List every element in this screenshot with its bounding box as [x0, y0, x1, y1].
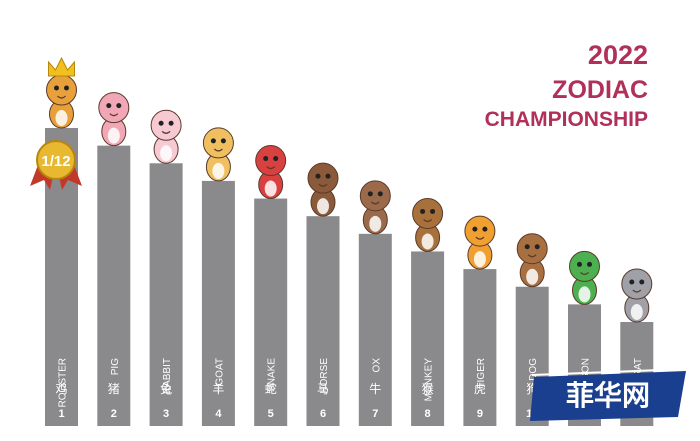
mascot-pig-icon [98, 92, 130, 147]
mascot-rat-icon [621, 268, 653, 323]
mascot-rabbit-icon [150, 109, 182, 164]
bar-label-dog: DOG [528, 358, 539, 381]
bar-label-rat: RAT [633, 358, 644, 377]
mascot-snake-icon [255, 145, 287, 200]
bar-label-zh: 牛 [369, 381, 381, 396]
medal-icon [36, 140, 76, 180]
mascot-rooster-icon [46, 74, 77, 129]
bar-label-zh: 虎 [474, 382, 486, 396]
rank-number: 5 [268, 408, 274, 420]
bar-label-pig: PIG [110, 358, 121, 375]
bar-label-rooster: ROOSTER [58, 358, 69, 407]
mascot-monkey-icon [412, 197, 444, 252]
bar-label-zh: 猪 [108, 382, 120, 396]
mascot-horse-icon [307, 162, 339, 217]
bar-pig [97, 145, 131, 427]
bar-rabbit [149, 163, 183, 427]
gold-medal-badge: 1/12 [30, 140, 82, 190]
bar-label-goat: GOAT [214, 358, 225, 386]
mascot-dragon-icon [569, 250, 600, 305]
title-championship: CHAMPIONSHIP [484, 108, 648, 131]
watermark-bg-icon [530, 371, 686, 421]
bar-label-zh: 马 [317, 382, 329, 396]
bar-label-zh: 蛇 [265, 381, 277, 396]
crown-icon [48, 56, 75, 77]
medal-text: 1/12 [41, 153, 70, 170]
bar-label-rabbit: RABBIT [162, 358, 173, 394]
bar-label-zh: 羊 [212, 381, 224, 396]
rank-number: 3 [163, 408, 169, 420]
rank-number: 6 [320, 408, 326, 420]
rank-number: 9 [477, 408, 483, 420]
title-year: 2022 [587, 40, 648, 70]
mascot-ox-icon [359, 180, 391, 235]
bar-label-zh: 鸡 [55, 381, 67, 396]
bar-label-tiger: TIGER [476, 358, 487, 389]
bar-label-horse: HORSE [319, 358, 330, 394]
bar-label-zh: 猴 [422, 382, 434, 396]
mascot-goat-icon [202, 127, 234, 182]
rank-number: 4 [215, 408, 222, 420]
bar-horse [306, 216, 340, 426]
bar-ox [358, 233, 392, 426]
bar-label-monkey: MONKEY [424, 358, 435, 402]
rank-number: 8 [425, 408, 431, 420]
mascots-group [46, 56, 653, 323]
bar-tiger [463, 269, 497, 426]
bar-monkey [411, 251, 445, 426]
mascot-dog-icon [516, 233, 548, 288]
bar-label-ox: OX [371, 358, 382, 373]
bar-label-zh: 兔 [160, 381, 172, 396]
watermark-logo: 菲华网 [530, 368, 687, 421]
title-zodiac: ZODIAC [552, 76, 648, 104]
rank-number: 2 [111, 408, 117, 420]
bar-snake [254, 198, 288, 426]
bar-goat [201, 180, 235, 426]
rank-number: 1 [58, 408, 64, 420]
rank-number: 7 [372, 408, 378, 420]
bar-label-snake: SNAKE [267, 358, 278, 392]
mascot-tiger-icon [464, 215, 496, 270]
watermark-text: 菲华网 [566, 379, 650, 412]
